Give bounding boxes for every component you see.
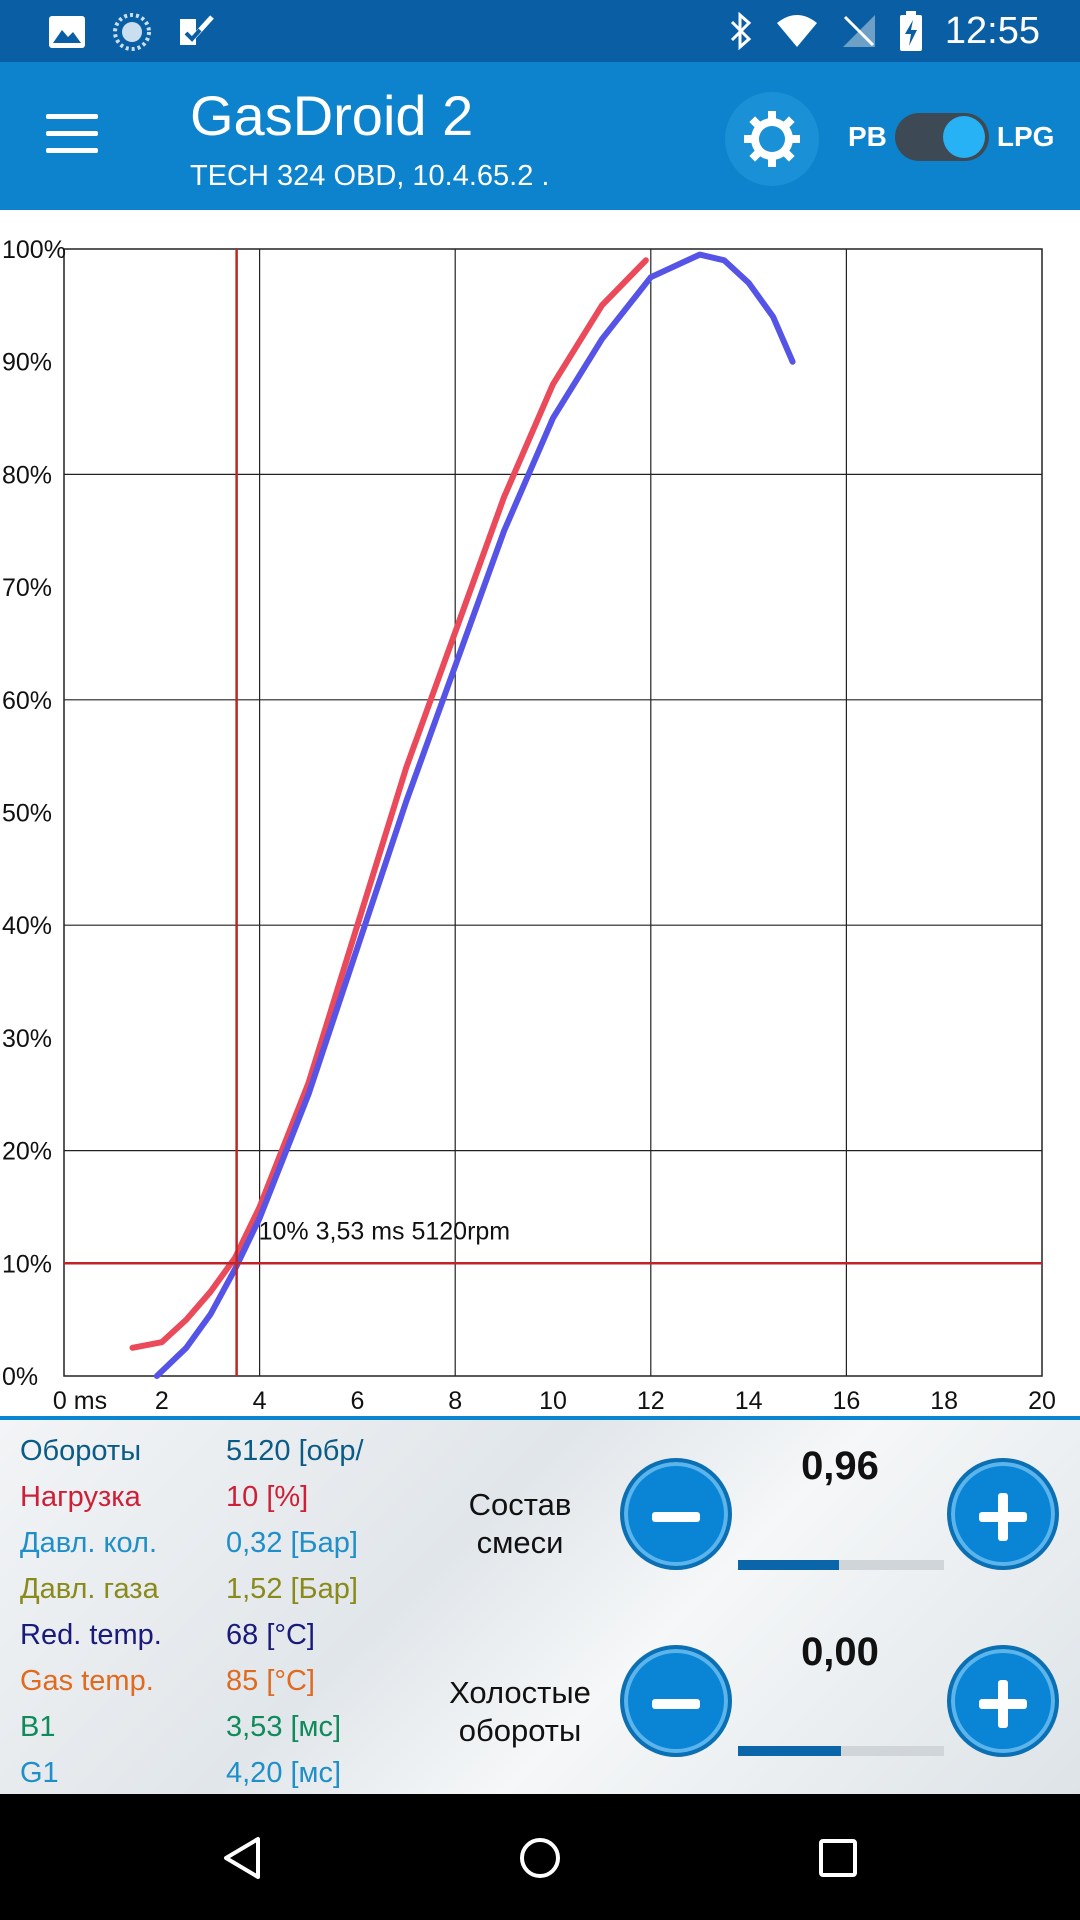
x-tick-label: 14 <box>735 1387 763 1410</box>
clock: 12:55 <box>944 10 1040 52</box>
bottom-panel: Обороты 5120 [обр/Нагрузка 10 [%] Давл. кол… <box>0 1416 1080 1798</box>
fuel-switch[interactable] <box>894 113 989 161</box>
cursor-annotation: 10% 3,53 ms 5120rpm <box>259 1217 511 1245</box>
parameter-value: 10 [%] <box>226 1481 309 1513</box>
y-tick-label: 10% <box>2 1250 52 1278</box>
parameter-value: 3,53 [мс] <box>226 1711 342 1743</box>
app-title: GasDroid 2 <box>190 84 474 147</box>
recents-icon[interactable] <box>818 1838 858 1878</box>
y-tick-label: 80% <box>2 461 52 489</box>
parameter-name: G1 <box>20 1757 59 1789</box>
parameter-value: 68 [°C] <box>226 1619 315 1651</box>
x-tick-label: 6 <box>350 1387 364 1410</box>
parameter-value: 5120 [обр/ <box>226 1435 364 1467</box>
menu-button[interactable] <box>46 114 98 154</box>
idle-value: 0,00 <box>801 1630 879 1674</box>
y-tick-label: 50% <box>2 800 52 828</box>
status-bar: 12:55 <box>0 0 1080 62</box>
x-tick-label: 18 <box>930 1387 958 1410</box>
y-tick-label: 40% <box>2 912 52 940</box>
parameter-value: 85 [°C] <box>226 1665 315 1697</box>
menu-icon <box>46 114 98 119</box>
y-tick-label: 20% <box>2 1138 52 1166</box>
check-app-icon <box>180 15 214 45</box>
sync-icon <box>113 13 151 51</box>
idle-label: Холостые обороты <box>449 1675 591 1748</box>
home-icon[interactable] <box>518 1836 562 1880</box>
idle-decrease-button[interactable] <box>620 1645 732 1757</box>
y-tick-label: 100% <box>2 236 66 264</box>
navigation-bar <box>0 1794 1080 1920</box>
x-tick-label: 16 <box>832 1387 860 1410</box>
y-tick-label: 30% <box>2 1025 52 1053</box>
battery-charging-icon <box>899 11 922 51</box>
parameter-value: 1,52 [Бар] <box>226 1573 358 1605</box>
parameter-name: Нагрузка <box>20 1481 141 1513</box>
series-line-1 <box>129 257 649 1351</box>
series-line-2 <box>153 251 796 1379</box>
x-tick-label: 4 <box>253 1387 267 1410</box>
x-tick-label: 10 <box>539 1387 567 1410</box>
y-tick-label: 90% <box>2 349 52 377</box>
connection-subtitle: TECH 324 OBD, 10.4.65.2 . <box>190 160 550 192</box>
toggle-label-pb: PB <box>848 121 887 152</box>
gear-icon <box>744 111 800 167</box>
parameter-name: Gas temp. <box>20 1665 154 1697</box>
x-tick-label: 2 <box>155 1387 169 1410</box>
parameter-value: 4,20 [мс] <box>226 1757 342 1789</box>
parameter-name: Обороты <box>20 1435 142 1467</box>
injection-chart[interactable]: 0 ms 2 4 6 8 10 12 14 16 18 20 0% 10% 20% 30% 40% 50% 60%… <box>0 220 1080 1410</box>
app-bar: GasDroid 2 TECH 324 OBD, 10.4.65.2 . PB … <box>0 62 1080 210</box>
y-tick-label: 60% <box>2 687 52 715</box>
no-signal-icon <box>842 15 875 47</box>
idle-progress <box>738 1746 944 1756</box>
y-tick-label: 70% <box>2 574 52 602</box>
switch-knob <box>942 116 985 158</box>
plot-area <box>63 248 1043 1377</box>
mixture-decrease-button[interactable] <box>620 1458 732 1570</box>
gallery-icon <box>49 16 85 48</box>
mixture-label: Состав смеси <box>468 1487 572 1560</box>
parameter-name: Давл. кол. <box>20 1527 158 1559</box>
parameter-name: Red. temp. <box>20 1619 162 1651</box>
wifi-icon <box>776 15 817 47</box>
x-tick-label: 8 <box>448 1387 462 1410</box>
mixture-progress <box>738 1560 944 1570</box>
minus-icon <box>652 1699 700 1709</box>
toggle-label-lpg: LPG <box>996 121 1055 152</box>
parameter-name: B1 <box>20 1711 56 1743</box>
mixture-increase-button[interactable] <box>947 1458 1059 1570</box>
x-tick-label: 20 <box>1028 1387 1056 1410</box>
parameter-name: Давл. газа <box>20 1573 159 1605</box>
x-tick-label: 12 <box>637 1387 665 1410</box>
parameter-value: 0,32 [Бар] <box>226 1527 358 1559</box>
x-tick-label: 0 ms <box>53 1387 107 1410</box>
settings-button[interactable] <box>725 92 819 186</box>
back-icon[interactable] <box>222 1836 262 1880</box>
y-tick-label: 0% <box>2 1363 38 1391</box>
bluetooth-icon <box>730 12 752 50</box>
minus-icon <box>652 1512 700 1522</box>
fuel-toggle[interactable]: PB LPG <box>848 110 1054 164</box>
idle-increase-button[interactable] <box>947 1645 1059 1757</box>
mixture-value: 0,96 <box>801 1444 879 1488</box>
